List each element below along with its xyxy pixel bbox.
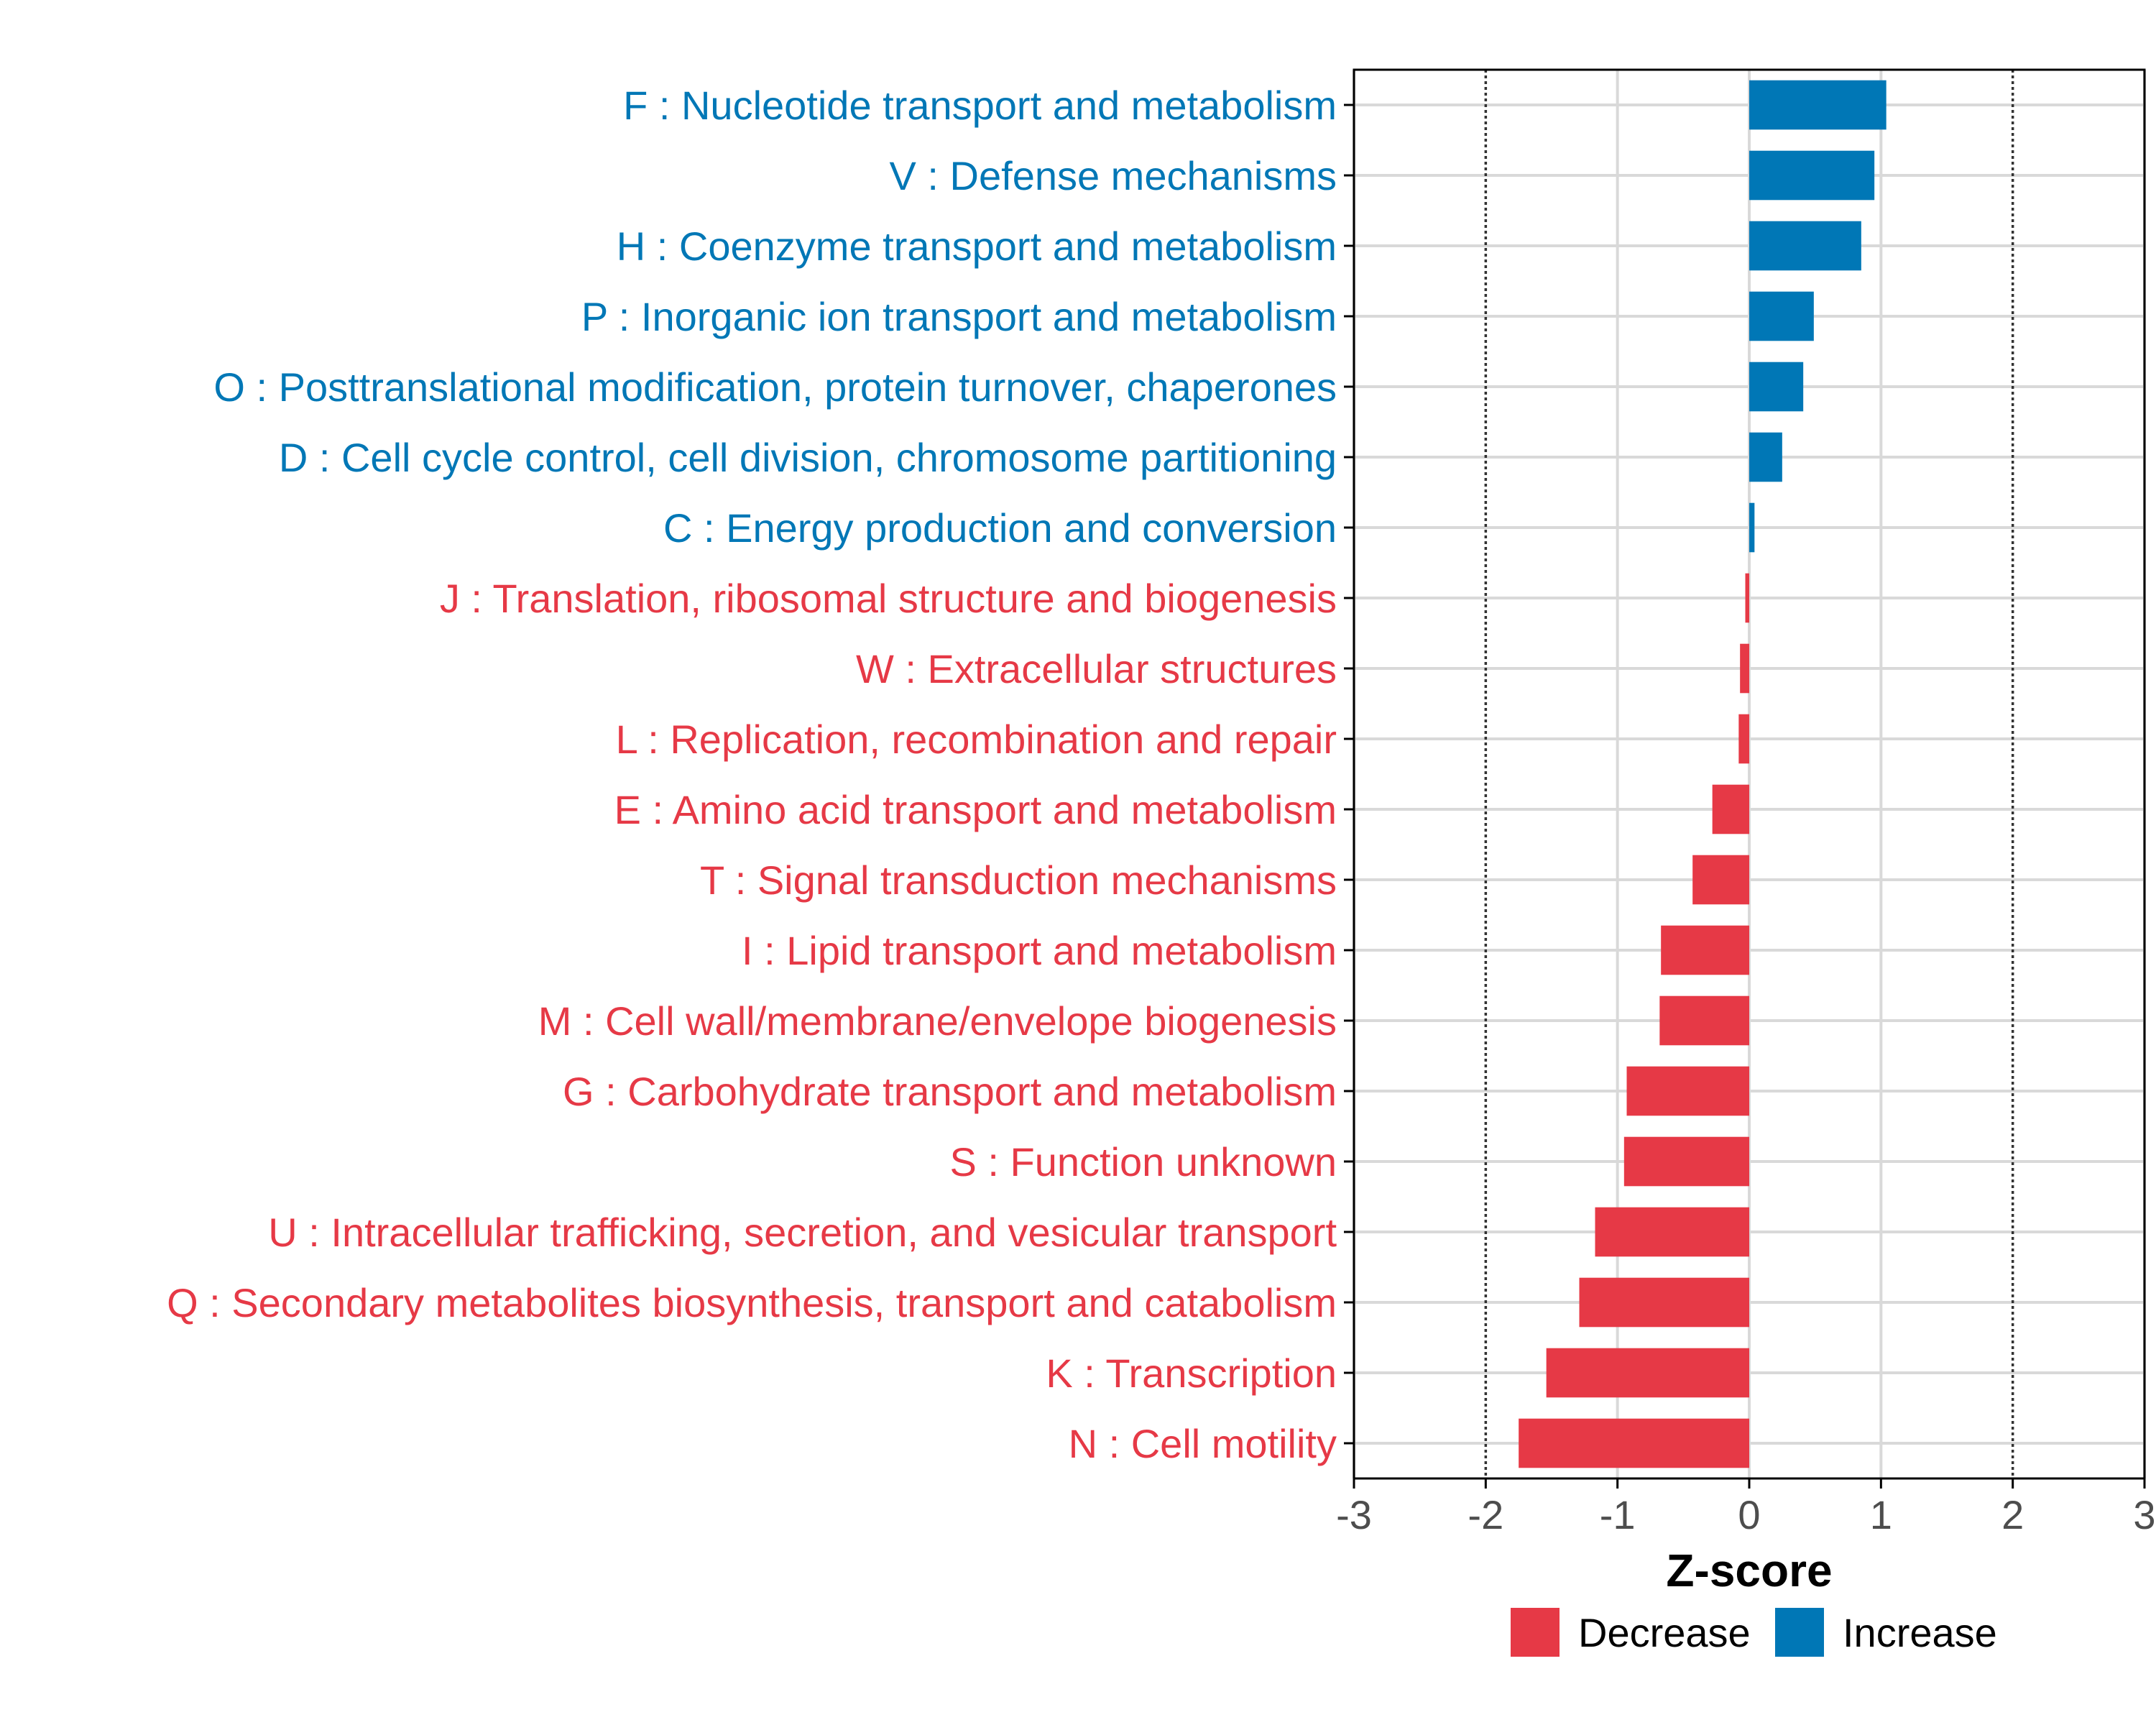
bar-i (1661, 925, 1749, 975)
x-axis-ticks: -3 -2 -1 0 1 2 3 (1336, 1478, 2156, 1537)
category-label: V : Defense mechanisms (890, 153, 1337, 198)
category-label: L : Replication, recombination and repai… (616, 717, 1337, 762)
bar-d (1749, 432, 1782, 482)
category-label: T : Signal transduction mechanisms (700, 857, 1337, 903)
x-tick-label: 2 (2001, 1492, 2024, 1537)
bars (1519, 80, 1886, 1468)
bar-e (1712, 784, 1749, 834)
legend: Decrease Increase (1511, 1608, 1997, 1657)
bar-m (1659, 995, 1749, 1046)
category-label: Q : Secondary metabolites biosynthesis, … (167, 1280, 1337, 1325)
x-tick-label: -3 (1336, 1492, 1372, 1537)
x-tick-label: 1 (1870, 1492, 1892, 1537)
legend-swatch-increase (1775, 1608, 1824, 1657)
category-label: I : Lipid transport and metabolism (742, 928, 1337, 973)
category-label: E : Amino acid transport and metabolism (614, 787, 1337, 832)
bar-h (1749, 221, 1861, 271)
bar-p (1749, 291, 1814, 341)
bar-o (1749, 362, 1804, 412)
y-axis-ticks (1344, 104, 1354, 1445)
bar-c (1749, 502, 1755, 553)
category-label: U : Intracellular trafficking, secretion… (268, 1210, 1337, 1255)
category-label: J : Translation, ribosomal structure and… (440, 576, 1337, 621)
bar-j (1745, 573, 1749, 623)
bar-l (1738, 714, 1749, 764)
x-tick-label: 0 (1738, 1492, 1760, 1537)
legend-label-decrease: Decrease (1578, 1610, 1751, 1655)
x-tick-label: -2 (1468, 1492, 1503, 1537)
bar-w (1740, 643, 1749, 694)
bar-s (1623, 1136, 1749, 1187)
bar-g (1626, 1066, 1749, 1116)
x-tick-label: 3 (2133, 1492, 2155, 1537)
bar-t (1692, 855, 1749, 905)
y-axis-labels: F : Nucleotide transport and metabolism V… (167, 83, 1337, 1466)
legend-label-increase: Increase (1843, 1610, 1997, 1655)
category-label: C : Energy production and conversion (663, 505, 1337, 551)
legend-swatch-decrease (1511, 1608, 1560, 1657)
category-label: W : Extracellular structures (856, 646, 1337, 691)
x-axis-title: Z-score (1666, 1545, 1832, 1596)
category-label: K : Transcription (1046, 1351, 1337, 1396)
category-label: S : Function unknown (949, 1139, 1337, 1184)
category-label: H : Coenzyme transport and metabolism (617, 224, 1337, 269)
category-label: N : Cell motility (1069, 1421, 1337, 1466)
category-label: P : Inorganic ion transport and metaboli… (581, 294, 1337, 339)
x-tick-label: -1 (1600, 1492, 1636, 1537)
category-label: M : Cell wall/membrane/envelope biogenes… (538, 998, 1337, 1044)
reference-lines (1484, 70, 2014, 1478)
bar-v (1749, 150, 1875, 201)
bar-u (1595, 1207, 1749, 1257)
category-label: G : Carbohydrate transport and metabolis… (563, 1069, 1337, 1114)
bar-f (1749, 80, 1886, 130)
category-label: D : Cell cycle control, cell division, c… (279, 435, 1337, 480)
bar-n (1519, 1418, 1749, 1468)
bar-q (1579, 1277, 1749, 1328)
category-label: F : Nucleotide transport and metabolism (623, 83, 1337, 128)
category-label: O : Posttranslational modification, prot… (213, 364, 1337, 410)
bar-k (1546, 1348, 1749, 1398)
